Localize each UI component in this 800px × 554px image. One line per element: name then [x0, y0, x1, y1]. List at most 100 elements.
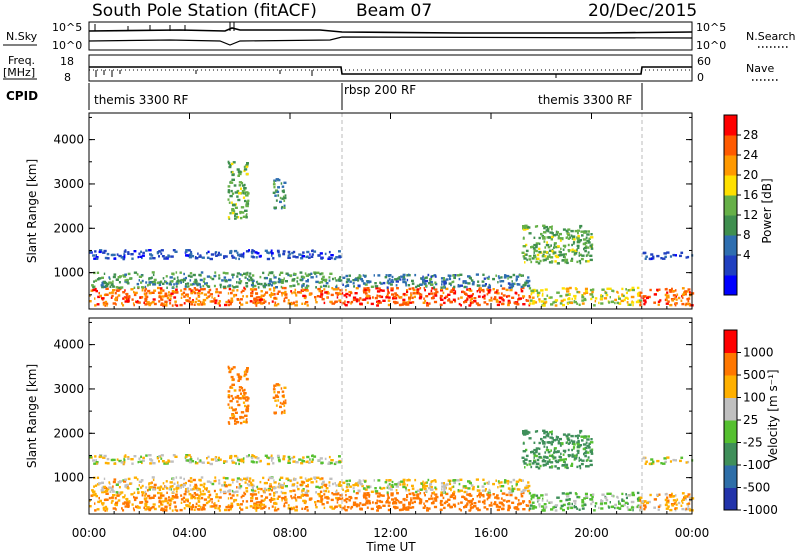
power-cell [423, 297, 425, 300]
velocity-cell [557, 440, 560, 443]
velocity-cell [644, 506, 647, 509]
power-cell [423, 282, 427, 286]
freq-lo-tick: 8 [64, 71, 71, 84]
power-cell [571, 257, 574, 261]
power-cell [207, 291, 211, 294]
velocity-cell [252, 455, 255, 458]
power-cell [141, 274, 144, 277]
velocity-cell [594, 502, 598, 505]
velocity-cell [180, 486, 182, 489]
velocity-cell [245, 487, 249, 490]
velocity-cell [96, 462, 98, 465]
power-cell [123, 297, 126, 300]
velocity-cell [603, 502, 608, 505]
power-cell [577, 240, 580, 243]
velocity-cell [122, 461, 126, 464]
power-cell [252, 250, 255, 253]
velocity-cell [295, 499, 298, 502]
velocity-cell [139, 460, 143, 463]
velocity-cell [238, 377, 242, 381]
power-cell [433, 292, 438, 295]
power-cell [273, 286, 276, 290]
power-cell [483, 301, 487, 304]
power-cell [422, 280, 427, 283]
velocity-cell [294, 493, 297, 497]
power-cell [501, 287, 506, 290]
nsearch-trace [88, 36, 693, 46]
power-cell [126, 299, 130, 303]
velocity-cell [345, 485, 349, 489]
velocity-cell [346, 506, 350, 509]
power-cell [186, 295, 189, 298]
power-cell [593, 304, 596, 307]
power-cell [137, 301, 141, 304]
velocity-cell [583, 497, 586, 500]
power-cell [409, 301, 413, 304]
power-cell [355, 287, 359, 290]
power-cell [255, 298, 259, 302]
power-cell [227, 278, 232, 282]
power-cell [133, 271, 138, 274]
power-cell [246, 201, 249, 204]
velocity-cell [122, 462, 125, 466]
velocity-cell [276, 454, 280, 458]
velocity-cell [189, 484, 192, 487]
velocity-cell [358, 480, 362, 483]
velocity-cell [666, 456, 670, 459]
power-cell [567, 302, 570, 305]
power-cell [561, 237, 564, 241]
power-cell [255, 292, 259, 295]
power-cell [227, 189, 231, 192]
velocity-cell [262, 476, 265, 480]
velocity-cell [311, 458, 314, 461]
power-cell [324, 291, 328, 294]
power-cell [458, 302, 461, 306]
velocity-cell [418, 502, 422, 505]
velocity-cell [515, 483, 518, 486]
velocity-cell [162, 508, 166, 511]
power-cell [278, 254, 281, 258]
power-cell [483, 297, 486, 300]
velocity-cell [392, 502, 394, 505]
velocity-cell [669, 495, 672, 498]
power-cell [497, 275, 500, 278]
power-cell [394, 301, 397, 305]
power-cell [422, 301, 426, 304]
velocity-cell [557, 442, 561, 445]
power-cell [639, 303, 643, 307]
velocity-cell [127, 456, 130, 459]
power-cell [545, 257, 549, 260]
power-cell [281, 197, 284, 200]
velocity-cell [517, 499, 520, 502]
power-cell [113, 257, 117, 260]
power-cell [263, 300, 267, 303]
power-cell [108, 291, 111, 295]
power-cell [187, 274, 191, 278]
power-cell [92, 286, 95, 289]
velocity-cell [400, 501, 403, 504]
power-cell [323, 284, 325, 288]
velocity-cell [148, 496, 152, 500]
power-cell [231, 162, 234, 166]
power-cell [118, 254, 122, 258]
velocity-cell [593, 509, 596, 512]
power-cell [350, 300, 354, 304]
velocity-cell [263, 489, 266, 492]
power-cell [289, 285, 293, 288]
power-cell [284, 194, 287, 197]
power-cell [199, 254, 202, 257]
velocity-cell [304, 491, 309, 494]
power-cell [550, 238, 553, 241]
power-cell [92, 254, 96, 257]
velocity-cell [531, 496, 535, 499]
colorbar-tick-label: -25 [743, 436, 763, 450]
velocity-cell [526, 463, 528, 467]
velocity-cell [584, 450, 588, 453]
velocity-cell [416, 493, 420, 496]
power-cell [165, 302, 168, 306]
velocity-cell [232, 366, 236, 369]
velocity-cell [201, 461, 205, 464]
power-cell [263, 282, 267, 285]
velocity-cell [434, 499, 438, 502]
power-cell [553, 251, 557, 254]
